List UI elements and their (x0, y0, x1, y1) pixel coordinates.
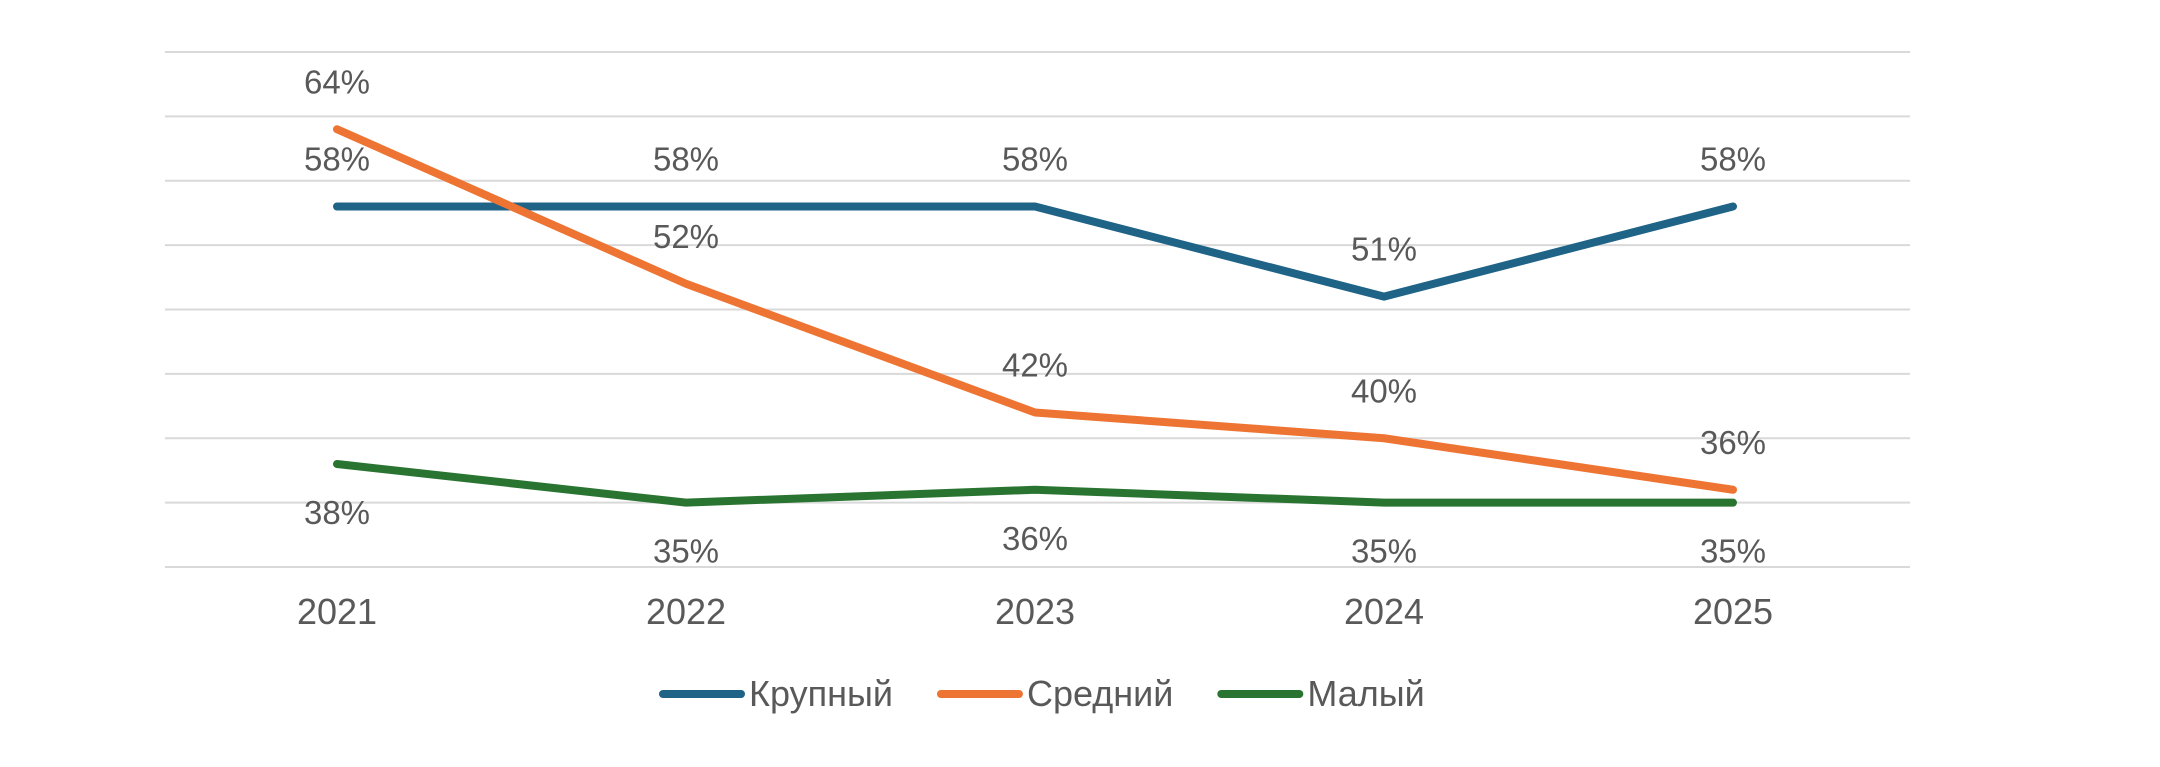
x-tick-label: 2025 (1693, 591, 1773, 632)
data-label: 35% (1700, 533, 1766, 570)
x-tick-label: 2021 (297, 591, 377, 632)
data-label: 52% (653, 218, 719, 255)
data-label: 64% (304, 63, 370, 100)
data-label: 38% (304, 494, 370, 531)
legend-item: Малый (1217, 673, 1425, 714)
series-line (333, 125, 1737, 494)
series-lines (333, 125, 1737, 507)
series-line (333, 202, 1737, 301)
x-tick-label: 2024 (1344, 591, 1424, 632)
data-label: 51% (1351, 231, 1417, 268)
data-label: 58% (1002, 141, 1068, 178)
legend-label: Крупный (749, 673, 893, 714)
data-label: 35% (1351, 533, 1417, 570)
series-line (333, 460, 1737, 507)
x-tick-label: 2022 (646, 591, 726, 632)
data-label: 58% (304, 141, 370, 178)
data-label: 36% (1700, 424, 1766, 461)
data-labels: 58% 58% 58% 51% 58% 64% 52% 42% 40% 36% 38% 35% 36% 3… (304, 63, 1766, 569)
legend-label: Средний (1027, 673, 1173, 714)
legend-item: Средний (936, 673, 1173, 714)
data-label: 42% (1002, 347, 1068, 384)
data-label: 36% (1002, 520, 1068, 557)
x-tick-label: 2023 (995, 591, 1075, 632)
legend-item: Крупный (659, 673, 893, 714)
data-label: 58% (1700, 141, 1766, 178)
legend-label: Малый (1307, 673, 1424, 714)
data-label: 40% (1351, 372, 1417, 409)
data-label: 58% (653, 141, 719, 178)
data-label: 35% (653, 533, 719, 570)
legend: Крупный Средний Малый (659, 673, 1425, 714)
x-axis: 2021 2022 2023 2024 2025 (297, 591, 1773, 632)
